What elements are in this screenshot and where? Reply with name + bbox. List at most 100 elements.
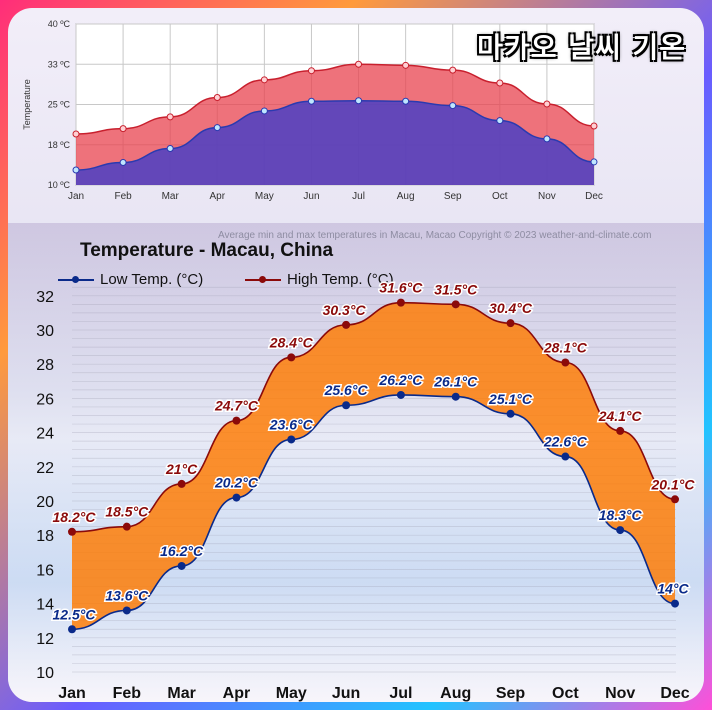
top-high-point [449, 66, 457, 74]
data-label: 16.2°C [160, 543, 204, 559]
data-label: 21°C [165, 461, 198, 477]
x-tick-label: Jan [58, 685, 86, 702]
x-tick-label: Sep [496, 685, 526, 702]
high-temp-point [506, 319, 515, 328]
high-temp-point [451, 300, 460, 309]
data-label: 13.6°C [105, 587, 149, 603]
data-label: 30.3°C [323, 302, 367, 318]
low-temp-point [287, 435, 296, 444]
y-tick-label: 10 [36, 665, 54, 682]
y-tick-label: 18 [36, 528, 54, 545]
legend-low-swatch [58, 275, 94, 285]
low-temp-point [122, 606, 131, 615]
x-tick-label: Aug [440, 685, 471, 702]
high-temp-point [342, 320, 351, 329]
low-temp-point [671, 599, 679, 608]
y-tick-label: 32 [36, 289, 54, 306]
top-high-point [402, 61, 410, 69]
top-high-point [307, 67, 315, 75]
y-tick-label: 26 [36, 391, 54, 408]
low-temp-point [396, 390, 405, 399]
top-x-tick-label: Jun [303, 191, 319, 202]
top-y-tick-label: 18 ºC [48, 140, 71, 150]
x-tick-label: Jun [332, 685, 360, 702]
data-label: 26.1°C [433, 374, 478, 390]
legend-high: High Temp. (°C) [245, 271, 394, 288]
top-high-point [166, 113, 174, 121]
low-temp-point [232, 493, 241, 502]
top-low-point [402, 97, 410, 105]
main-temperature-chart: 10 12 14 16 18 20 22 24 26 28 30 32 Jan Feb Mar Apr May J… [36, 278, 697, 702]
temperature-range-band [72, 302, 675, 630]
copyright-watermark: Average min and max temperatures in Maca… [218, 230, 652, 241]
top-low-point [260, 107, 268, 115]
high-temp-point [287, 353, 296, 362]
x-tick-label: Feb [113, 685, 142, 702]
chart-title: Temperature - Macau, China [80, 240, 334, 261]
top-low-area [76, 100, 594, 185]
y-tick-label: 22 [36, 460, 54, 477]
legend-high-label: High Temp. (°C) [287, 271, 394, 288]
top-x-tick-label: Jan [68, 191, 84, 202]
legend-low: Low Temp. (°C) [58, 271, 203, 288]
top-x-tick-label: Aug [397, 191, 415, 202]
low-temp-point [177, 561, 186, 570]
x-tick-label: May [276, 685, 307, 702]
high-temp-point [616, 426, 625, 435]
data-label: 18.5°C [105, 504, 149, 520]
image-frame: Jan Feb Mar Apr May Jun Jul Aug Sep Oct Nov Dec 10 º… [8, 8, 704, 702]
data-label: 23.6°C [269, 416, 314, 432]
top-high-point [590, 122, 598, 130]
top-x-tick-label: Feb [114, 191, 132, 202]
y-tick-label: 14 [36, 597, 54, 614]
data-label: 12.5°C [53, 606, 97, 622]
x-tick-label: Nov [605, 685, 635, 702]
overlay-title: 마카오 날씨 기온 [477, 31, 686, 64]
high-temp-point [561, 358, 570, 367]
data-label: 26.2°C [378, 372, 423, 388]
y-tick-label: 30 [36, 323, 54, 340]
legend-high-swatch [245, 275, 281, 285]
low-temp-point [342, 401, 351, 410]
data-label: 30.4°C [489, 300, 533, 316]
high-temp-point [232, 416, 241, 425]
top-temperature-chart: Jan Feb Mar Apr May Jun Jul Aug Sep Oct Nov Dec 10 º… [22, 19, 603, 202]
data-label: 18.3°C [599, 507, 643, 523]
x-tick-label: Apr [223, 685, 251, 702]
low-temp-point [616, 526, 625, 535]
top-low-point [213, 124, 221, 132]
top-high-point [72, 130, 80, 138]
top-y-axis-label: Temperature [22, 79, 32, 130]
top-y-tick-label: 40 ºC [48, 19, 71, 29]
top-y-tick-label: 25 ºC [48, 100, 71, 110]
high-temp-point [671, 495, 679, 504]
top-x-tick-label: Dec [585, 191, 603, 202]
top-high-point [355, 60, 363, 68]
y-tick-label: 20 [36, 494, 54, 511]
top-x-tick-label: Mar [162, 191, 180, 202]
x-tick-label: Jul [389, 685, 412, 702]
top-y-tick-label: 33 ºC [48, 59, 71, 69]
top-low-point [590, 158, 598, 166]
x-tick-label: Oct [552, 685, 579, 702]
top-low-point [119, 158, 127, 166]
data-label: 25.6°C [324, 382, 369, 398]
high-temp-point [396, 298, 405, 307]
top-high-point [543, 100, 551, 108]
low-temp-point [561, 452, 570, 461]
data-label: 31.6°C [379, 280, 423, 296]
top-high-point [119, 125, 127, 133]
high-temp-point [177, 479, 186, 488]
data-label: 24.7°C [214, 398, 259, 414]
data-label: 25.1°C [488, 391, 533, 407]
data-label: 18.2°C [53, 509, 97, 525]
top-low-point [449, 102, 457, 110]
data-label: 24.1°C [598, 408, 643, 424]
top-x-tick-label: Sep [444, 191, 462, 202]
top-high-point [260, 76, 268, 84]
top-low-point [72, 166, 80, 174]
top-x-tick-label: May [255, 191, 274, 202]
top-x-tick-label: Nov [538, 191, 556, 202]
low-temp-point [506, 409, 515, 418]
top-x-tick-label: Jul [352, 191, 365, 202]
